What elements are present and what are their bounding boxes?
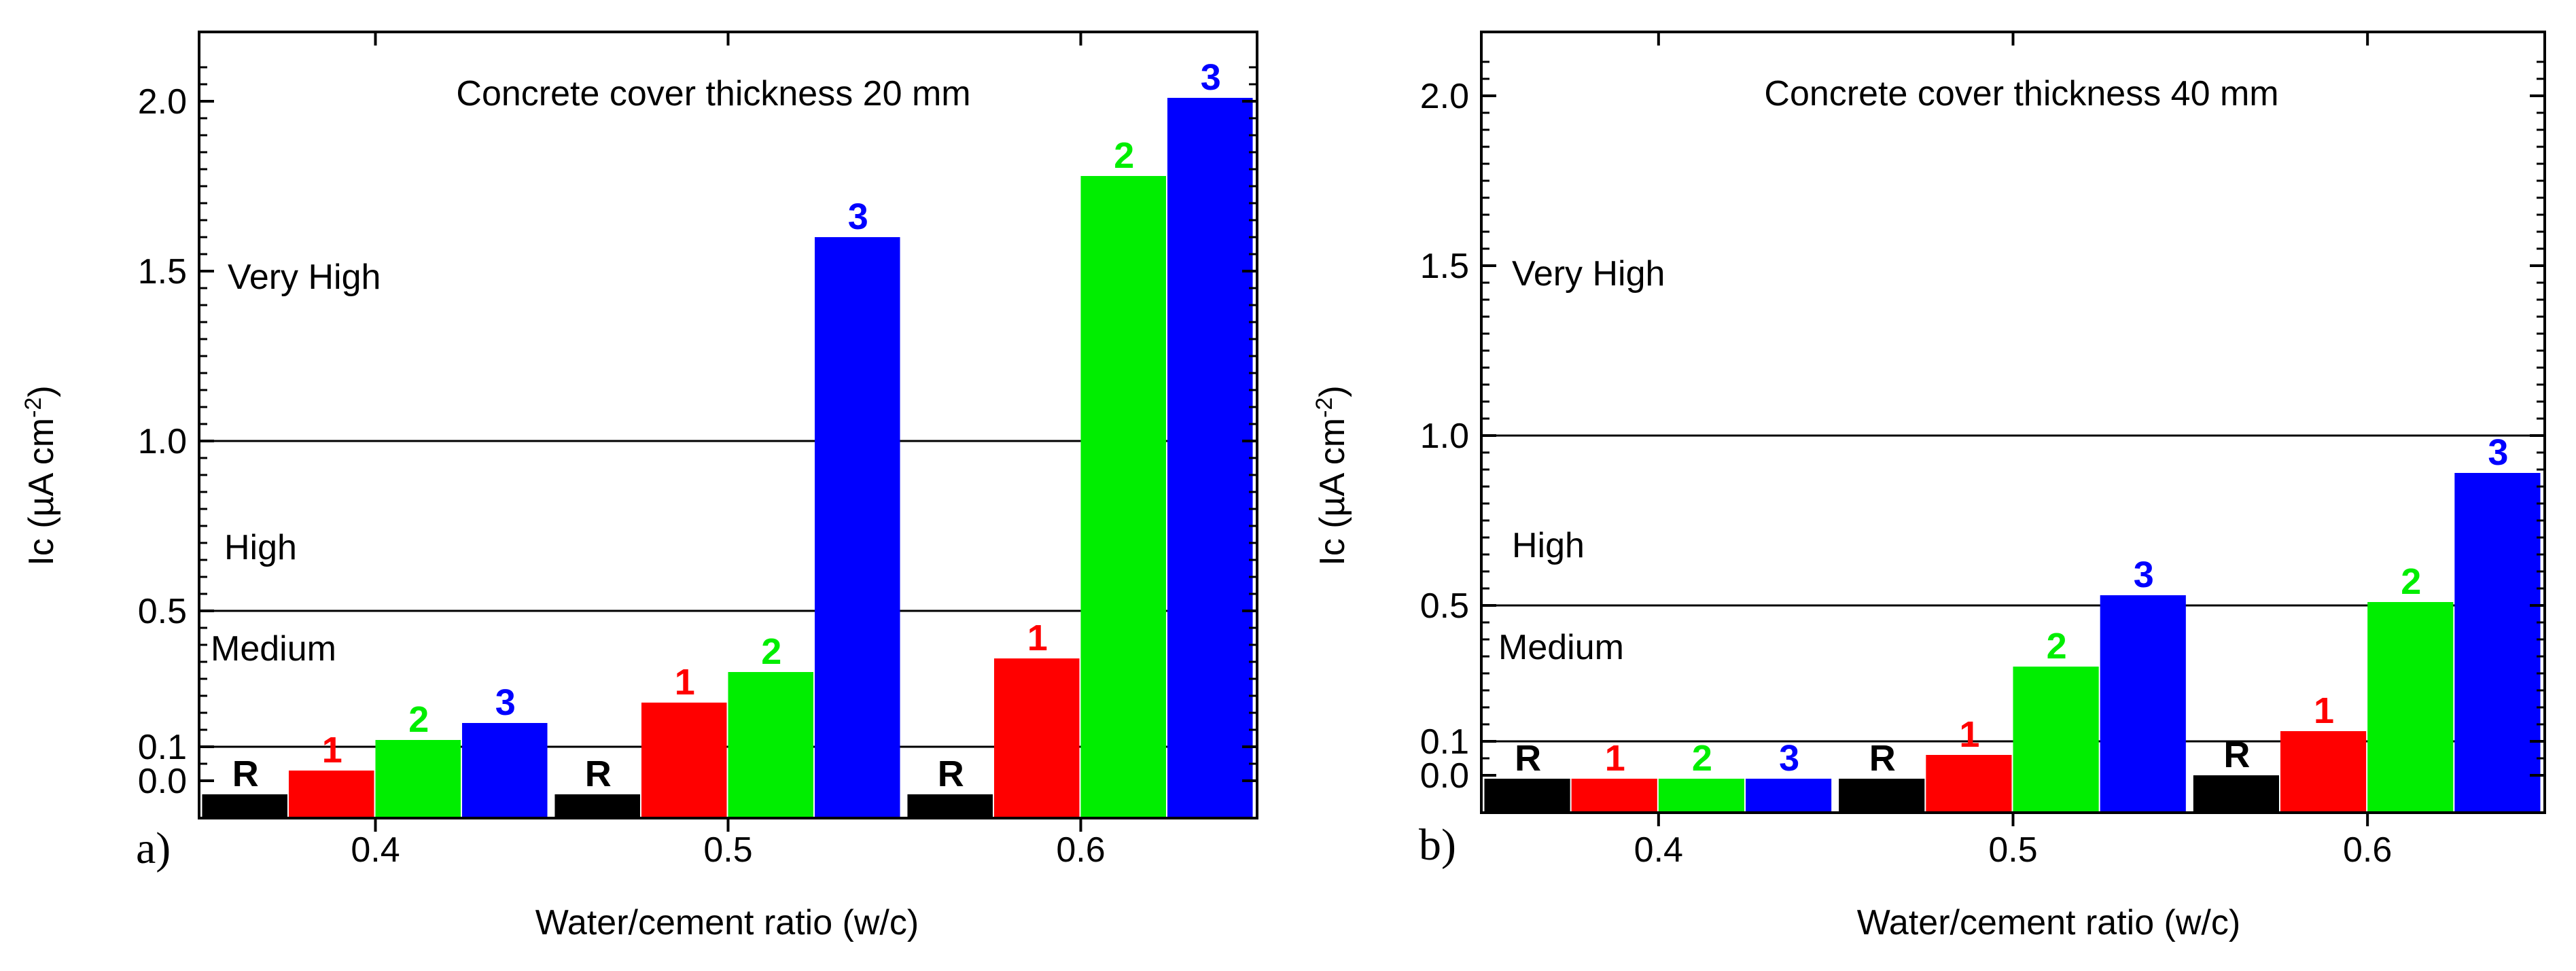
panel-b-bar bbox=[1839, 779, 1925, 813]
panel-b-x-tick-label: 0.4 bbox=[1634, 830, 1683, 870]
panel-a-bar-label: 1 bbox=[675, 662, 695, 703]
panel-b-bar-label: 3 bbox=[2134, 554, 2154, 595]
panel-a-bar bbox=[1167, 98, 1253, 818]
panel-a-bar bbox=[907, 794, 993, 818]
panel-b-bar bbox=[1926, 755, 2012, 813]
panel-a-x-tick-label: 0.6 bbox=[1056, 830, 1105, 870]
panel-b-bar-label: 3 bbox=[1779, 738, 1799, 779]
panel-a-y-tick-label: 0.1 bbox=[138, 728, 187, 767]
panel-a-y-tick-label: 2.0 bbox=[138, 82, 187, 122]
panel-b-bar-label: 2 bbox=[2047, 626, 2067, 667]
panel-a-x-tick-label: 0.5 bbox=[703, 830, 752, 870]
panel-b-bar-label: R bbox=[1515, 738, 1541, 779]
panel-a-bar-label: 2 bbox=[1114, 135, 1134, 176]
panel-b-y-tick-label: 2.0 bbox=[1420, 77, 1469, 116]
panel-a-y-tick-label: 1.0 bbox=[138, 422, 187, 461]
panel-b-bar bbox=[1571, 779, 1657, 813]
panel-a-bar bbox=[641, 703, 727, 818]
panel-b-bar bbox=[2280, 731, 2367, 813]
panel-a-bar bbox=[375, 740, 461, 818]
panel-b-y-tick-label: 0.5 bbox=[1420, 586, 1469, 626]
panel-a-zone-very-high-label: Very High bbox=[228, 258, 381, 297]
panel-b-zone-high-label: High bbox=[1512, 526, 1585, 565]
panel-b-zone-very-high-label: Very High bbox=[1512, 254, 1665, 294]
panel-b-bar bbox=[2367, 602, 2454, 813]
panel-b-bar-label: 1 bbox=[1605, 738, 1625, 779]
panel-b-title: Concrete cover thickness 40 mm bbox=[1764, 74, 2278, 113]
panel-b-bar bbox=[2193, 775, 2279, 813]
panel-a-label: a) bbox=[136, 824, 171, 873]
panel-b-bar bbox=[1746, 779, 1832, 813]
panel-b-y-axis-label: Ic (µA cm-2) bbox=[1311, 385, 1352, 565]
panel-b-label: b) bbox=[1419, 820, 1456, 870]
panel-b-bar bbox=[2454, 473, 2541, 813]
panel-a-bar-label: 2 bbox=[408, 699, 429, 740]
panel-a-chart: R 1 2 3 R 1 2 3 R 1 2 3 0.00.1 0.5 1.0 1.5 2.0 0.4 0.5 0.6 bbox=[138, 31, 1258, 870]
panel-a-bar-label: 2 bbox=[761, 631, 781, 672]
panel-a-y-tick-label: 0.0 bbox=[138, 762, 187, 801]
panel-a-bar-label: R bbox=[938, 754, 964, 794]
panel-b-bar bbox=[2100, 595, 2186, 813]
panel-b-bar-label: 3 bbox=[2488, 432, 2508, 473]
panel-a-bar-label: 3 bbox=[848, 196, 868, 237]
panel-a-bar bbox=[554, 794, 640, 818]
panel-b-bar-label: R bbox=[2223, 735, 2250, 775]
panel-b-bar-label: 2 bbox=[2401, 561, 2421, 602]
panel-a-bar-label: R bbox=[585, 754, 612, 794]
panel-a-bar bbox=[462, 723, 548, 818]
panel-a-bar-label: 1 bbox=[1027, 618, 1048, 658]
panel-a-y-tick-label: 0.5 bbox=[138, 592, 187, 631]
panel-a-bar-label: 1 bbox=[322, 730, 342, 771]
panel-b-x-tick-label: 0.5 bbox=[1988, 830, 2037, 870]
panel-a-x-axis-label: Water/cement ratio (w/c) bbox=[535, 903, 919, 942]
panel-a-bar bbox=[993, 658, 1080, 818]
panel-b-bar-label: 1 bbox=[1959, 714, 1979, 755]
panel-a-x-tick-label: 0.4 bbox=[351, 830, 400, 870]
panel-b-y-tick-label: 0.0 bbox=[1420, 756, 1469, 796]
panel-a-title: Concrete cover thickness 20 mm bbox=[456, 74, 970, 113]
panel-b-y-tick-label: 1.5 bbox=[1420, 247, 1469, 286]
panel-a-bar-label: R bbox=[232, 754, 259, 794]
panel-a-bar bbox=[1080, 176, 1167, 818]
panel-a-zone-high-label: High bbox=[224, 528, 297, 567]
panel-b-bar bbox=[2013, 667, 2099, 813]
panel-a-bar-label: 3 bbox=[495, 682, 516, 723]
panel-a-zone-medium-label: Medium bbox=[211, 629, 336, 669]
panel-b-x-axis-label: Water/cement ratio (w/c) bbox=[1857, 903, 2240, 942]
panel-b-x-tick-label: 0.6 bbox=[2343, 830, 2392, 870]
panel-b-bar-label: 2 bbox=[1692, 738, 1712, 779]
panel-b-bar bbox=[1484, 779, 1570, 813]
panel-a-bar bbox=[728, 672, 814, 818]
panel-b-bar bbox=[1658, 779, 1745, 813]
panel-b-y-tick-label: 1.0 bbox=[1420, 417, 1469, 456]
panel-b-bar-label: R bbox=[1869, 738, 1896, 779]
panel-b-chart: R 1 2 3 R 1 2 3 R 1 2 3 0.00.1 0.5 1.0 1.5 2.0 0.4 0.5 0.6 bbox=[1420, 31, 2546, 870]
panel-a-y-tick-label: 1.5 bbox=[138, 252, 187, 292]
panel-a-y-axis-label: Ic (µA cm-2) bbox=[20, 385, 61, 565]
panel-a-bar-label: 3 bbox=[1201, 57, 1221, 98]
panel-a-bar bbox=[202, 794, 287, 818]
panel-b-bar-label: 1 bbox=[2314, 690, 2334, 731]
panel-b-zone-medium-label: Medium bbox=[1498, 628, 1624, 667]
panel-b-y-tick-label: 0.1 bbox=[1420, 722, 1469, 762]
panel-a-bar bbox=[815, 237, 900, 818]
panel-a-bar bbox=[288, 771, 374, 818]
